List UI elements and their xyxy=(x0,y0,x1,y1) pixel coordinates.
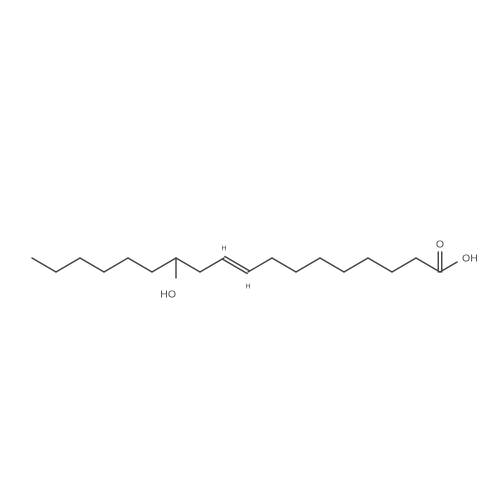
bond xyxy=(200,258,224,272)
bond xyxy=(225,256,249,270)
atom-label: O xyxy=(462,253,470,265)
atom-label: HO xyxy=(160,289,176,301)
bond xyxy=(368,258,392,272)
atom-label: H xyxy=(470,253,478,265)
bond xyxy=(440,262,457,272)
bond xyxy=(176,258,200,272)
bond xyxy=(416,258,440,272)
bond xyxy=(152,258,176,272)
bond xyxy=(128,258,152,272)
h-label: H xyxy=(221,245,226,252)
atom-label: O xyxy=(436,239,444,251)
bond xyxy=(223,260,247,274)
bond xyxy=(104,258,128,272)
bond xyxy=(80,258,104,272)
h-label: H xyxy=(245,283,250,290)
bond xyxy=(32,258,56,272)
bond xyxy=(344,258,368,272)
molecule-diagram: OOHHOHH xyxy=(0,0,500,500)
bond xyxy=(56,258,80,272)
bond xyxy=(248,258,272,272)
bond xyxy=(296,258,320,272)
bond xyxy=(320,258,344,272)
bond xyxy=(272,258,296,272)
bond xyxy=(392,258,416,272)
